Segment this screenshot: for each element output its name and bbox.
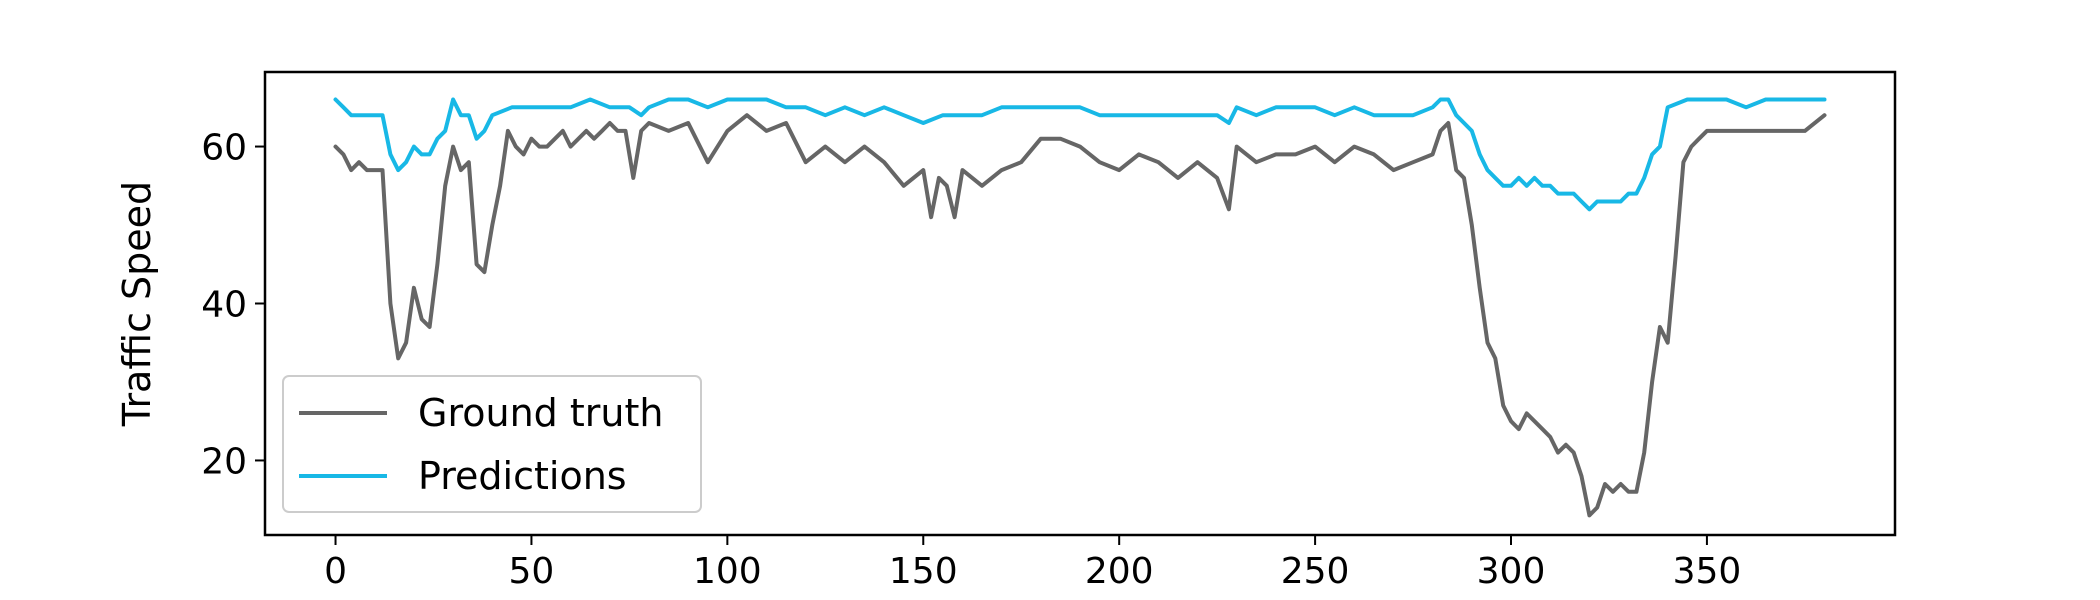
y-tick-label: 60 (201, 128, 247, 169)
x-tick-label: 150 (889, 551, 958, 592)
y-axis-ticks: 20 40 60 (201, 128, 265, 482)
x-tick-label: 250 (1281, 551, 1350, 592)
x-tick-label: 300 (1477, 551, 1546, 592)
y-tick-label: 40 (201, 285, 247, 326)
legend-label: Predictions (418, 454, 627, 498)
legend-label: Ground truth (418, 391, 663, 435)
x-tick-label: 350 (1673, 551, 1742, 592)
y-axis-label: Traffic Speed (115, 181, 159, 427)
x-tick-label: 50 (509, 551, 555, 592)
x-tick-label: 100 (693, 551, 762, 592)
x-tick-label: 200 (1085, 551, 1154, 592)
series-line-predictions (333, 97, 1827, 212)
x-axis-ticks: 0 50 100 150 200 250 300 350 (324, 535, 1741, 592)
series-line-ground-truth (333, 113, 1827, 518)
legend: Ground truth Predictions (282, 375, 702, 513)
y-tick-label: 20 (201, 441, 247, 482)
x-tick-label: 0 (324, 551, 347, 592)
plot-area (333, 97, 1827, 518)
legend-box (282, 375, 702, 513)
